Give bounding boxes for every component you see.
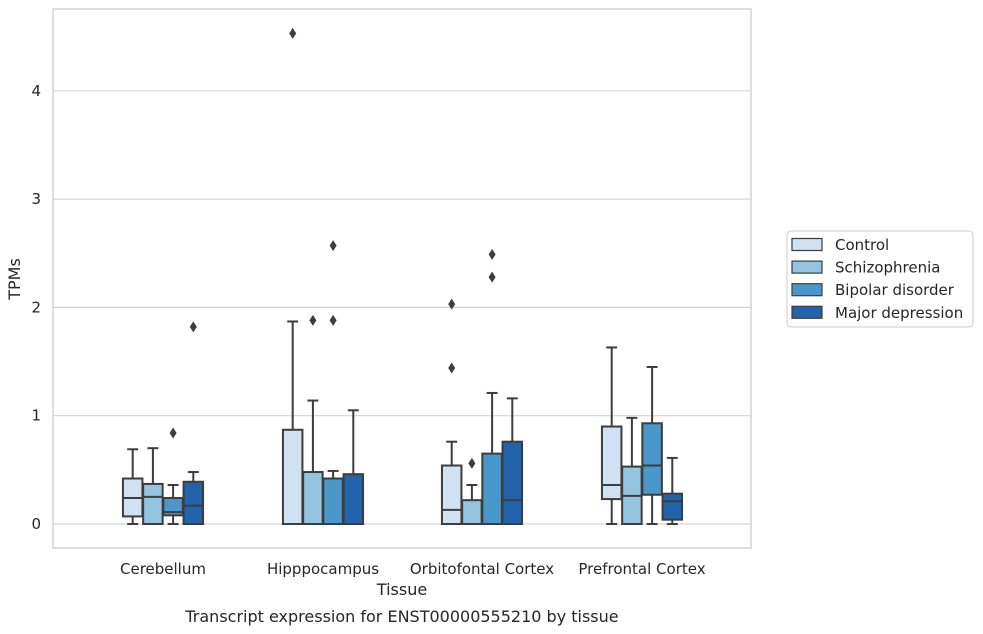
box-body xyxy=(182,480,205,525)
legend-entries: Control Schizophrenia Bipolar disorder Majo… xyxy=(791,236,963,322)
y-tick-label: 1 xyxy=(31,407,41,425)
box-body xyxy=(281,428,304,525)
x-tick-label: Orbitofontal Cortex xyxy=(410,560,554,578)
series-group xyxy=(142,314,643,526)
box-body xyxy=(501,440,524,525)
outlier-point xyxy=(189,321,197,333)
y-tick-label: 0 xyxy=(31,515,41,533)
y-tick-label: 2 xyxy=(31,298,41,316)
legend: Control Schizophrenia Bipolar disorder Majo… xyxy=(786,230,974,328)
box-body xyxy=(342,473,365,526)
legend-label: Major depression xyxy=(835,304,963,322)
boxes xyxy=(121,27,684,526)
series-group xyxy=(121,27,623,526)
y-tick-labels: 0 1 2 3 4 xyxy=(31,82,41,533)
legend-label: Control xyxy=(835,236,889,254)
outlier-point xyxy=(448,298,456,310)
box-mark xyxy=(121,448,144,525)
box-mark xyxy=(661,456,684,525)
x-tick-label: Cerebellum xyxy=(120,560,206,578)
outlier-point xyxy=(329,240,337,252)
box-mark xyxy=(182,321,205,525)
box-mark xyxy=(501,397,524,525)
series-group xyxy=(162,240,663,526)
box-body xyxy=(322,477,344,526)
box-mark xyxy=(600,346,623,525)
x-tick-label: Hipppocampus xyxy=(267,560,379,578)
y-tick-label: 3 xyxy=(31,190,41,208)
legend-frame xyxy=(786,230,974,328)
legend-entry: Control xyxy=(791,236,889,254)
x-tick-labels: Cerebellum Hipppocampus Orbitofontal Corte… xyxy=(120,560,706,578)
box-mark xyxy=(281,27,304,525)
plot-frame xyxy=(52,8,752,549)
box-mark xyxy=(162,427,184,525)
y-axis-title: TPMs xyxy=(5,258,24,301)
legend-entry: Schizophrenia xyxy=(791,259,940,277)
legend-swatch xyxy=(791,260,823,274)
series-group xyxy=(182,321,684,526)
legend-entry: Bipolar disorder xyxy=(791,281,955,299)
box-mark xyxy=(481,248,503,526)
outlier-point xyxy=(169,427,177,439)
y-tick-label: 4 xyxy=(31,82,41,100)
legend-entry: Major depression xyxy=(791,304,963,322)
legend-label: Schizophrenia xyxy=(835,259,940,277)
box-body xyxy=(481,452,503,526)
outlier-point xyxy=(488,271,496,283)
box-body xyxy=(600,425,623,501)
box-body xyxy=(641,422,663,496)
outlier-point xyxy=(468,457,476,469)
x-axis-title: Tissue xyxy=(376,580,427,599)
box-mark xyxy=(302,314,324,525)
box-body xyxy=(142,482,164,525)
outlier-point xyxy=(488,248,496,260)
box-body xyxy=(661,492,684,521)
chart-caption: Transcript expression for ENST0000055521… xyxy=(184,607,618,626)
box-mark xyxy=(641,365,663,525)
box-mark xyxy=(342,409,365,526)
outlier-point xyxy=(309,314,317,326)
box-body xyxy=(302,471,324,525)
legend-swatch xyxy=(791,237,823,252)
outlier-point xyxy=(289,27,297,39)
x-tick-label: Prefrontal Cortex xyxy=(578,560,705,578)
box-body xyxy=(461,499,483,526)
box-mark xyxy=(322,240,344,526)
box-body xyxy=(440,464,463,526)
outlier-point xyxy=(448,362,456,374)
box-mark xyxy=(440,298,463,526)
legend-label: Bipolar disorder xyxy=(835,281,955,299)
legend-swatch xyxy=(791,305,823,319)
legend-swatch xyxy=(791,283,823,297)
plot-background xyxy=(53,9,751,548)
outlier-point xyxy=(329,314,337,326)
